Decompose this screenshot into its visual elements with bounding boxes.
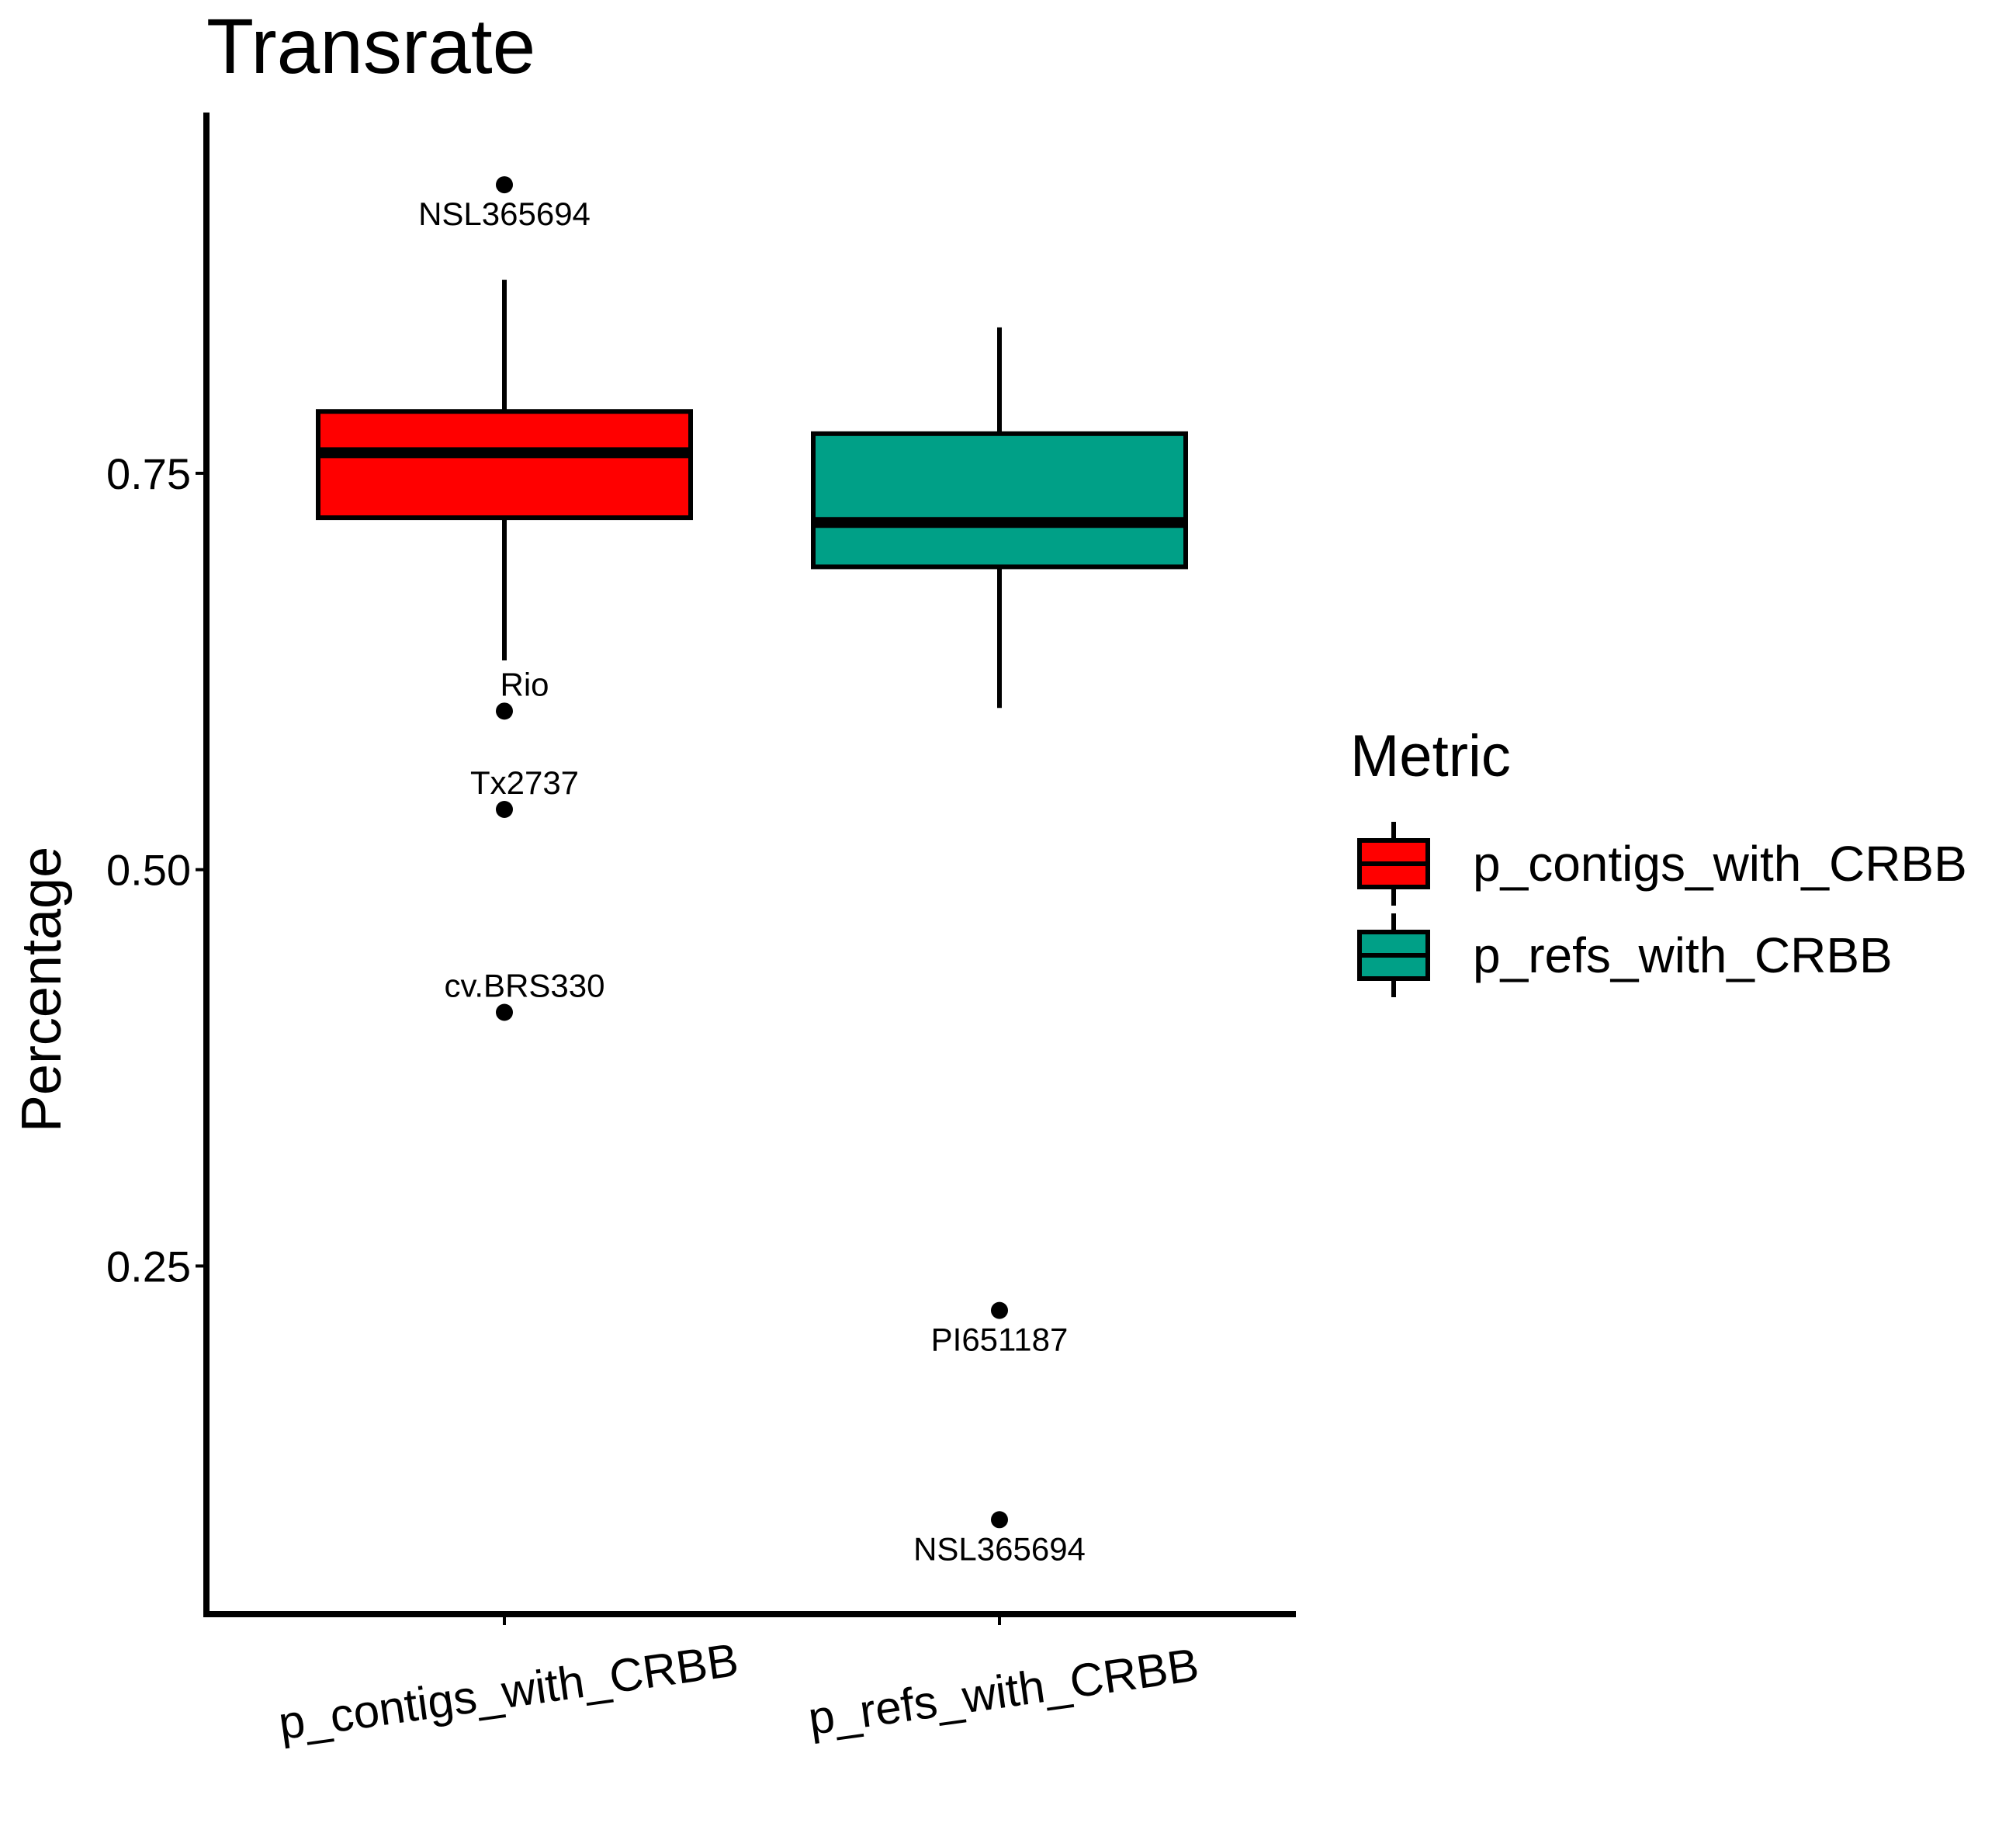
box-p_refs_with_CRBB xyxy=(811,431,1188,570)
outlier-label: Tx2737 xyxy=(470,764,579,801)
outlier-label: Rio xyxy=(500,666,549,702)
y-tick-label: 0.50 xyxy=(106,846,191,895)
chart-title: Transrate xyxy=(206,3,535,90)
outlier-point xyxy=(496,801,513,819)
legend-label: p_refs_with_CRBB xyxy=(1473,927,1893,983)
outlier-label: PI651187 xyxy=(931,1322,1069,1358)
box-p_contigs_with_CRBB xyxy=(316,409,693,521)
outlier-point xyxy=(496,702,513,720)
x-tick-label: p_refs_with_CRBB xyxy=(805,1638,1201,1745)
y-axis-label: Percentage xyxy=(11,847,73,1132)
plot-area: 0.25 0.50 0.75 p_contigs_with_CRBB p_refs_wi… xyxy=(106,113,1296,1749)
y-tick-label: 0.25 xyxy=(106,1242,191,1291)
outlier-label: NSL365694 xyxy=(913,1530,1086,1567)
legend-label: p_contigs_with_CRBB xyxy=(1473,836,1967,892)
outlier-point xyxy=(496,176,513,194)
outlier-point xyxy=(991,1511,1008,1529)
x-tick-label: p_contigs_with_CRBB xyxy=(275,1634,741,1749)
outlier-label: cv.BRS330 xyxy=(445,968,605,1004)
outlier-label: NSL365694 xyxy=(418,196,591,232)
legend: Metric p_contigs_with_CRBB p_refs_with_CRB… xyxy=(1350,723,1967,997)
legend-title: Metric xyxy=(1350,723,1511,789)
outlier-point xyxy=(991,1301,1008,1319)
outlier-point xyxy=(496,1003,513,1021)
y-tick-label: 0.75 xyxy=(106,449,191,498)
